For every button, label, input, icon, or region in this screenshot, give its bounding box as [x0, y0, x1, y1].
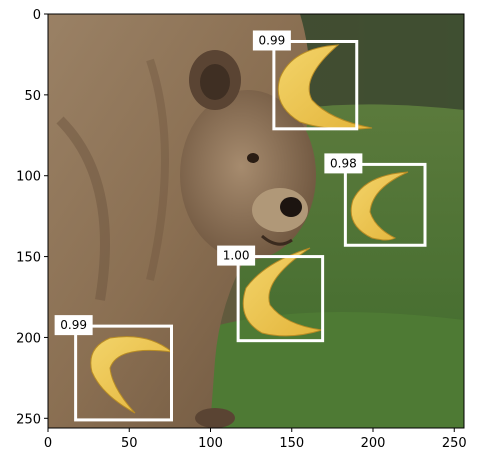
- y-tick-label: 250: [16, 412, 41, 427]
- y-tick-label: 100: [16, 170, 41, 185]
- x-tick-label: 50: [121, 436, 138, 451]
- x-tick-label: 200: [361, 436, 386, 451]
- score-label: 0.98: [330, 156, 357, 170]
- y-tick-label: 200: [16, 331, 41, 346]
- bounding-box: [343, 162, 427, 247]
- detection: 0.99: [252, 30, 359, 131]
- detection-boxes: 0.99 0.98 1.00 0.99: [54, 30, 427, 422]
- bounding-box: [74, 324, 173, 422]
- score-label-bg: [217, 245, 256, 266]
- score-label-bg: [54, 315, 93, 336]
- detection: 1.00: [217, 245, 325, 343]
- detection: 0.98: [324, 153, 427, 247]
- y-tick-label: 0: [33, 8, 41, 23]
- photo: [48, 14, 464, 428]
- x-tick-label: 100: [198, 436, 223, 451]
- y-tick-label: 50: [24, 89, 41, 104]
- x-tick-label: 0: [44, 436, 52, 451]
- score-label-bg: [324, 153, 363, 174]
- score-label: 1.00: [223, 249, 250, 263]
- plot-frame: [47, 13, 465, 429]
- score-label-bg: [252, 30, 291, 51]
- score-label: 0.99: [259, 33, 286, 47]
- score-label: 0.99: [60, 318, 87, 332]
- bounding-box: [236, 255, 325, 343]
- x-tick-label: 250: [442, 436, 467, 451]
- x-tick-label: 150: [279, 436, 304, 451]
- detection: 0.99: [54, 315, 173, 422]
- bounding-box: [272, 39, 359, 131]
- y-tick-label: 150: [16, 251, 41, 266]
